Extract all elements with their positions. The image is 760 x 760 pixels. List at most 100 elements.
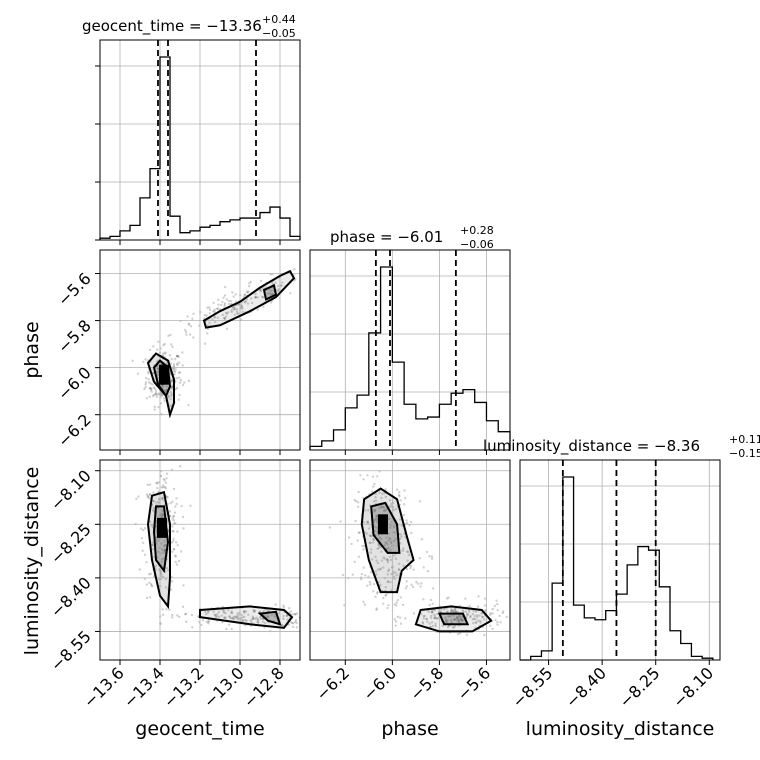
sample-point <box>455 615 459 618</box>
sample-point <box>150 388 153 391</box>
xlabel-phase: phase <box>381 718 438 740</box>
sample-point <box>397 568 401 571</box>
density-peak <box>159 364 169 385</box>
sample-point <box>249 297 253 300</box>
sample-point <box>144 381 148 384</box>
sample-point <box>217 610 221 614</box>
sample-point <box>374 570 378 573</box>
sample-point <box>453 618 456 621</box>
sample-point <box>412 568 415 571</box>
sample-point <box>401 549 405 552</box>
sample-point <box>379 567 383 570</box>
sample-point <box>415 580 418 584</box>
sample-point <box>161 484 165 487</box>
sample-point <box>450 609 453 612</box>
sample-point <box>483 597 487 600</box>
sample-point <box>388 499 392 502</box>
sample-point <box>236 612 239 615</box>
sample-point <box>375 520 379 524</box>
sample-point <box>168 608 171 611</box>
sample-point <box>442 608 446 611</box>
sample-point <box>402 564 405 568</box>
sample-point <box>164 577 168 581</box>
sample-point <box>382 596 385 600</box>
sample-point <box>409 566 412 570</box>
sample-point <box>250 301 254 305</box>
sample-point <box>243 300 246 303</box>
sample-point <box>399 499 402 502</box>
sample-point <box>149 572 153 575</box>
sample-point <box>154 392 157 396</box>
sample-point <box>412 612 416 615</box>
sample-point <box>389 505 393 508</box>
sample-point <box>418 556 421 560</box>
sample-point <box>369 534 372 538</box>
sample-point <box>282 614 285 618</box>
sample-point <box>367 575 370 578</box>
sample-point <box>162 397 166 400</box>
sample-point <box>387 569 390 573</box>
sample-point <box>378 568 382 571</box>
sample-point <box>433 616 436 620</box>
sample-point <box>228 614 231 618</box>
sample-point <box>356 501 360 504</box>
sample-point <box>406 559 409 562</box>
sample-point <box>175 377 179 380</box>
sample-point <box>170 392 173 396</box>
sample-point <box>263 621 267 625</box>
sample-point <box>396 598 400 602</box>
sample-point <box>157 392 160 395</box>
sample-point <box>236 618 240 621</box>
sample-point <box>386 559 390 562</box>
sample-point <box>227 302 231 306</box>
sample-point <box>452 614 455 617</box>
sample-point <box>374 508 377 512</box>
sample-point <box>328 526 332 529</box>
sample-point <box>191 626 194 629</box>
sample-point <box>357 490 360 494</box>
sample-point <box>277 289 280 293</box>
sample-point <box>453 618 457 621</box>
sample-point <box>148 381 151 384</box>
sample-point <box>164 351 167 354</box>
sample-point <box>178 371 182 374</box>
sample-point <box>397 568 401 571</box>
sample-point <box>427 610 431 614</box>
sample-point <box>398 518 402 521</box>
sample-point <box>472 617 476 620</box>
sample-point <box>354 519 357 523</box>
sample-point <box>388 555 392 558</box>
sample-point <box>369 541 372 545</box>
sample-point <box>246 302 250 305</box>
x-tick-label: −13.2 <box>160 663 208 711</box>
sample-point <box>471 618 474 621</box>
sample-point <box>155 525 158 528</box>
sample-point <box>241 307 244 310</box>
sample-point <box>273 613 276 616</box>
sample-point <box>387 603 390 607</box>
sample-point <box>231 306 234 309</box>
sample-point <box>173 370 177 373</box>
sample-point <box>372 590 375 593</box>
sample-point <box>291 613 295 616</box>
sample-point <box>353 560 356 564</box>
sample-point <box>451 609 454 612</box>
sample-point <box>152 499 156 503</box>
sample-point <box>388 517 391 520</box>
sample-point <box>163 342 166 346</box>
sample-point <box>241 619 245 623</box>
sample-point <box>430 614 433 618</box>
sample-point <box>155 395 159 398</box>
sample-point <box>376 547 379 550</box>
sample-point <box>141 549 144 553</box>
sample-point <box>434 616 438 620</box>
sample-point <box>149 387 152 390</box>
sample-point <box>454 608 457 611</box>
sample-point <box>410 583 413 586</box>
sample-point <box>241 310 244 314</box>
sample-point <box>263 613 266 617</box>
ylabel-luminosity-distance: luminosity_distance <box>21 467 43 656</box>
sample-point <box>136 372 140 375</box>
sample-point <box>221 609 225 612</box>
sample-point <box>399 533 402 536</box>
